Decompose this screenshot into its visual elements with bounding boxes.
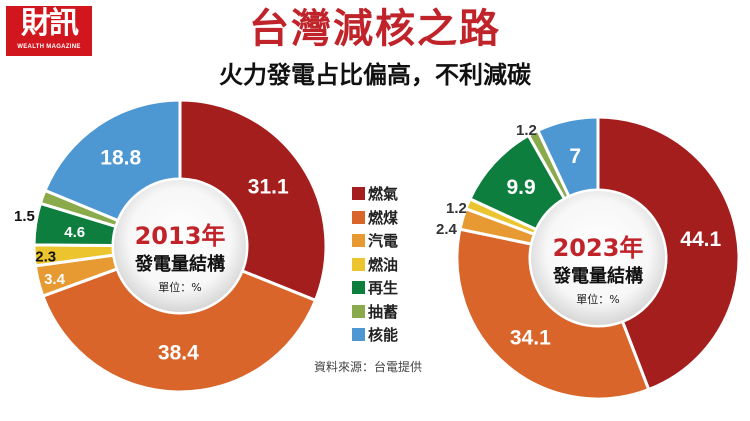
donut-center xyxy=(531,191,665,325)
slice-value-label: 18.8 xyxy=(100,147,141,170)
logo-english: WEALTH MAGAZINE xyxy=(17,44,81,50)
legend-label: 燃煤 xyxy=(368,208,399,227)
legend-label: 汽電 xyxy=(368,232,399,251)
center-year-label: 2023年 xyxy=(553,234,644,262)
chart-subtitle: 火力發電占比偏高，不利減碳 xyxy=(219,61,531,89)
legend-swatch xyxy=(352,210,365,224)
donut-slice xyxy=(43,98,182,223)
legend-label: 核能 xyxy=(368,326,399,345)
legend-label: 再生 xyxy=(368,279,399,298)
legend-swatch xyxy=(352,187,365,201)
legend: 燃氣燃煤汽電燃油再生抽蓄核能 xyxy=(352,182,398,347)
legend-item: 燃煤 xyxy=(352,206,398,230)
center-caption: 發電量結構 xyxy=(552,265,643,287)
legend-swatch xyxy=(352,257,365,271)
donut-slice xyxy=(40,267,318,394)
legend-label: 燃氣 xyxy=(368,185,399,204)
slice-value-label: 2.3 xyxy=(35,249,56,266)
legend-swatch xyxy=(352,328,365,342)
donut-slice xyxy=(455,227,651,401)
legend-item: 核能 xyxy=(352,323,398,347)
donut-slice xyxy=(178,98,328,303)
legend-item: 再生 xyxy=(352,276,398,300)
donut-center xyxy=(114,180,246,312)
logo-chinese: 財訊 xyxy=(21,6,79,41)
slice-value-label: 1.5 xyxy=(14,208,35,225)
slice-value-label: 38.4 xyxy=(158,341,199,364)
source-note: 資料來源：台電提供 xyxy=(314,360,423,374)
chart-title: 台灣減核之路 xyxy=(249,6,501,52)
legend-item: 燃氣 xyxy=(352,182,398,206)
legend-swatch xyxy=(352,281,365,295)
slice-value-label: 9.9 xyxy=(506,176,535,199)
center-unit: 單位：% xyxy=(576,292,619,306)
slice-value-label: 44.1 xyxy=(680,228,721,251)
center-year-label: 2013年 xyxy=(135,222,226,250)
legend-swatch xyxy=(352,304,365,318)
slice-value-label: 31.1 xyxy=(248,175,289,198)
slice-value-label: 3.4 xyxy=(44,271,66,288)
legend-item: 汽電 xyxy=(352,229,398,253)
donut-slice xyxy=(535,115,600,199)
slice-value-label: 2.4 xyxy=(436,221,458,238)
slice-value-label: 1.2 xyxy=(446,200,467,217)
slice-value-label: 7 xyxy=(569,145,581,168)
center-caption: 發電量結構 xyxy=(134,253,225,275)
legend-label: 抽蓄 xyxy=(368,302,399,321)
center-unit: 單位：% xyxy=(158,280,201,294)
legend-label: 燃油 xyxy=(368,255,399,274)
slice-value-label: 34.1 xyxy=(510,327,551,350)
slice-value-label: 4.6 xyxy=(64,224,85,241)
legend-item: 燃油 xyxy=(352,253,398,277)
wealth-magazine-logo: 財訊 WEALTH MAGAZINE xyxy=(6,6,92,56)
legend-item: 抽蓄 xyxy=(352,300,398,324)
slice-value-label: 1.2 xyxy=(516,122,537,139)
legend-swatch xyxy=(352,234,365,248)
donut-slice xyxy=(596,115,741,392)
